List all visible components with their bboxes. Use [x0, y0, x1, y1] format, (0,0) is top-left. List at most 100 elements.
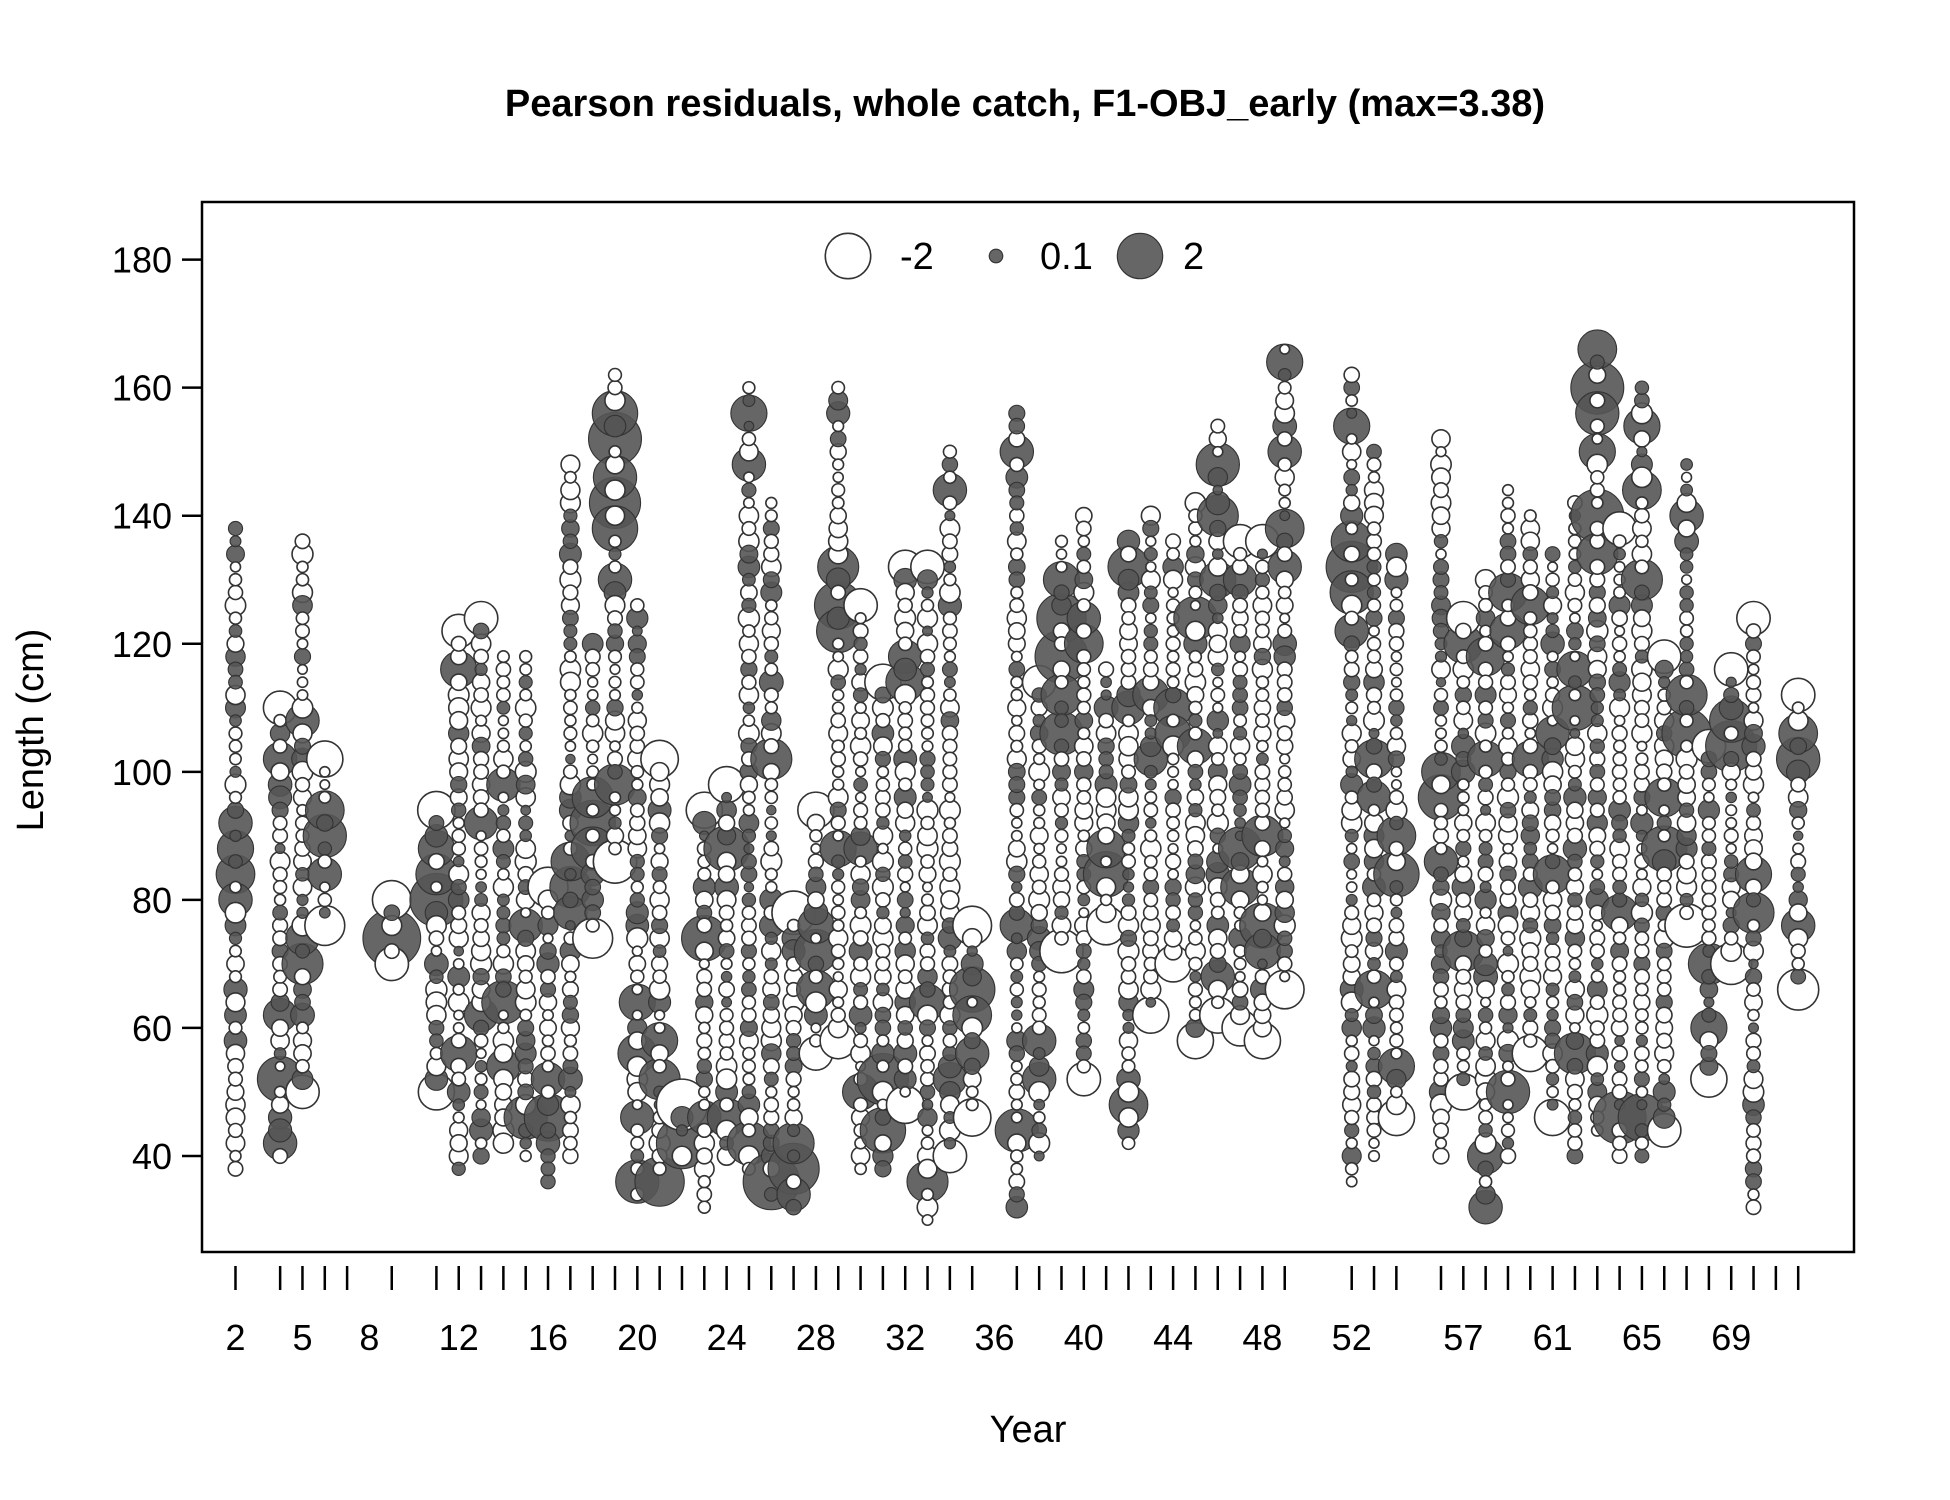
bubble-point	[1390, 1047, 1403, 1060]
bubble-point	[1567, 866, 1583, 882]
bubble-point	[494, 1083, 513, 1101]
bubble-point	[653, 1021, 666, 1035]
bubble-point	[697, 1046, 712, 1061]
bubble-point	[1500, 777, 1516, 792]
bubble-point	[804, 991, 828, 1014]
bubble-point	[540, 968, 556, 985]
bubble-point	[875, 712, 891, 729]
bubble-point	[563, 650, 577, 664]
bubble-point	[1701, 841, 1717, 857]
bubble-point	[1679, 636, 1694, 651]
bubble-point	[943, 676, 956, 689]
bubble-point	[1546, 561, 1559, 573]
bubble-point	[853, 815, 868, 831]
bubble-point	[630, 1136, 645, 1151]
bubble-point	[852, 648, 869, 665]
bubble-point	[1121, 893, 1136, 907]
bubble-point	[1431, 774, 1451, 795]
bubble-point	[1612, 970, 1627, 984]
bubble-point	[538, 1018, 558, 1037]
bubble-point	[631, 1009, 643, 1021]
bubble-point	[1343, 468, 1361, 486]
bubble-point	[874, 750, 892, 768]
bubble-point	[1655, 763, 1673, 781]
bubble-point	[1011, 881, 1023, 893]
bubble-point	[1278, 855, 1291, 868]
bubble-point	[1589, 776, 1605, 793]
bubble-point	[1455, 891, 1472, 908]
bubble-point	[1478, 777, 1494, 793]
bubble-point	[1435, 445, 1447, 458]
bubble-point	[473, 648, 490, 665]
y-axis: 40 60 80 100 120 140 160 180	[112, 240, 202, 1177]
bubble-point	[475, 1099, 487, 1111]
bubble-point	[1389, 1021, 1404, 1035]
bubble-point	[562, 533, 579, 550]
bubble-point	[1007, 622, 1026, 640]
bubble-point	[296, 663, 309, 675]
bubble-point	[1054, 777, 1069, 792]
bubble-point	[1725, 676, 1737, 688]
bubble-point	[1546, 842, 1559, 855]
bubble-point	[294, 943, 311, 959]
bubble-point	[1052, 891, 1071, 909]
bubble-point	[587, 753, 599, 765]
bubble-point	[1790, 776, 1807, 793]
bubble-point	[1166, 918, 1181, 933]
bubble-point	[898, 726, 913, 741]
bubble-point	[741, 674, 757, 690]
bubble-point	[1388, 636, 1405, 652]
bubble-point	[1076, 598, 1092, 613]
bubble-point	[1635, 1034, 1648, 1047]
bubble-point	[1478, 841, 1493, 856]
bubble-point	[721, 791, 733, 803]
bubble-point	[1433, 917, 1449, 934]
bubble-point	[1701, 828, 1717, 844]
bubble-point	[1366, 649, 1382, 664]
bubble-point	[1636, 740, 1648, 752]
bubble-point	[452, 983, 465, 996]
bubble-point	[1010, 688, 1024, 702]
bubble-point	[1345, 521, 1359, 536]
bubble-point	[449, 673, 468, 692]
bubble-point	[763, 1096, 780, 1113]
bubble-point	[1232, 546, 1248, 562]
bubble-point	[518, 726, 533, 741]
bubble-point	[1365, 917, 1383, 934]
y-tick-label: 80	[132, 880, 172, 921]
bubble-point	[1122, 1021, 1135, 1034]
y-tick-label: 160	[112, 368, 172, 409]
bubble-point	[1523, 790, 1537, 804]
bubble-point	[1633, 968, 1651, 985]
bubble-point	[1278, 483, 1292, 497]
bubble-point	[427, 852, 446, 871]
bubble-point	[1233, 803, 1247, 817]
bubble-point	[451, 841, 467, 856]
bubble-point	[763, 968, 780, 985]
bubble-point	[1746, 918, 1761, 933]
bubble-point	[1478, 828, 1493, 843]
bubble-point	[563, 1135, 578, 1151]
bubble-point	[785, 1198, 802, 1216]
bubble-point	[1368, 625, 1380, 637]
bubble-point	[629, 674, 645, 690]
bubble-point	[1144, 561, 1157, 573]
bubble-point	[1187, 763, 1204, 780]
bubble-point	[741, 648, 757, 665]
bubble-point	[630, 764, 645, 779]
bubble-point	[631, 689, 644, 701]
bubble-point	[830, 905, 846, 921]
bubble-point	[1100, 689, 1112, 701]
bubble-point	[1255, 675, 1270, 690]
bubble-point	[1342, 494, 1361, 512]
bubble-point	[1389, 880, 1404, 895]
bubble-point	[717, 814, 736, 832]
bubble-point	[1253, 647, 1272, 666]
bubble-point	[1010, 996, 1023, 1009]
bubble-point	[943, 944, 957, 958]
bubble-point	[1008, 1186, 1025, 1203]
bubble-point	[1054, 905, 1069, 920]
bubble-point	[608, 560, 622, 574]
bubble-point	[452, 957, 465, 970]
bubble-point	[1121, 1059, 1136, 1074]
